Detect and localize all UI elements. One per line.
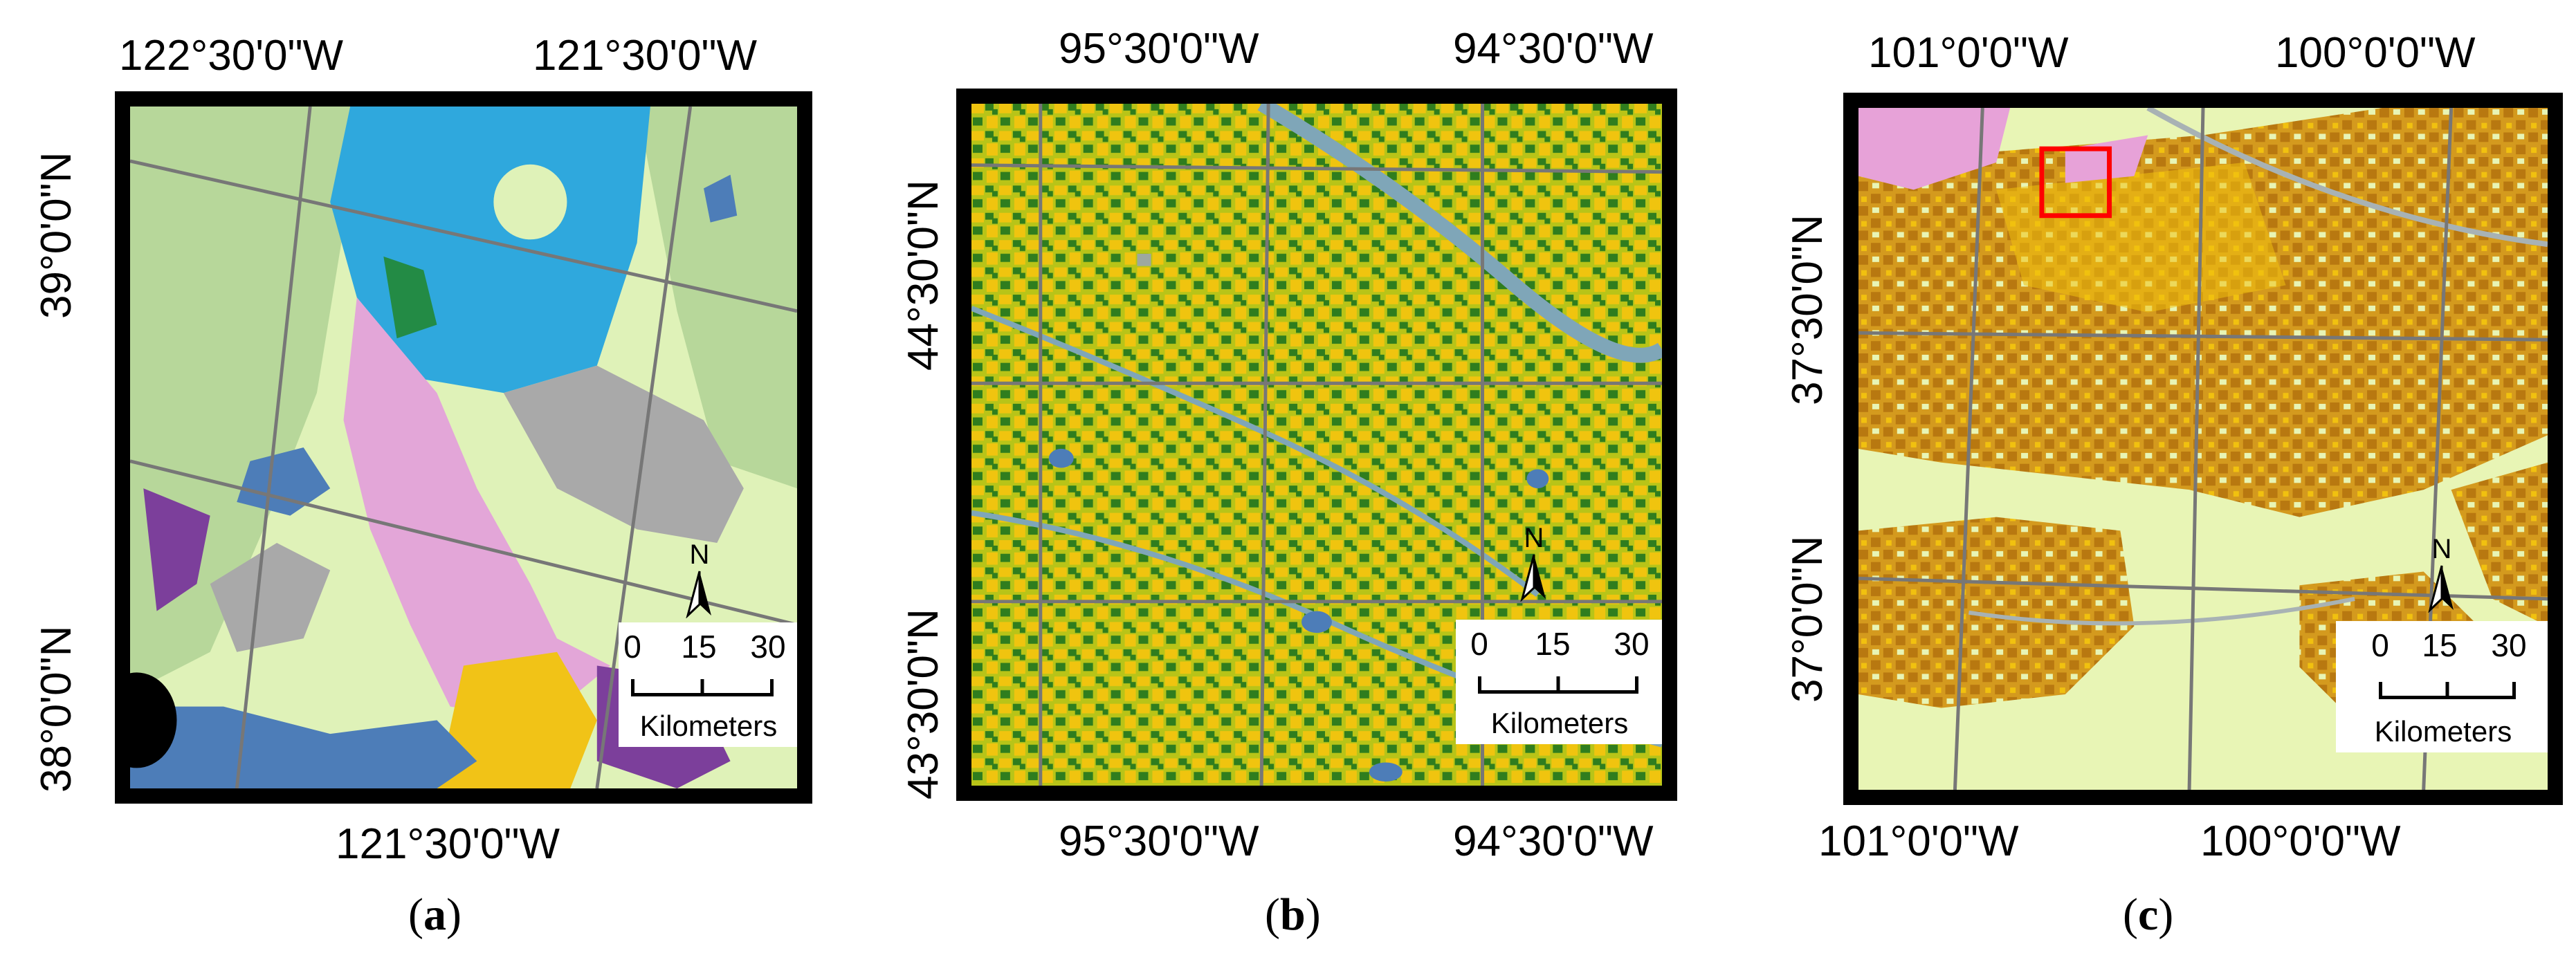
north-arrow-icon [686, 571, 711, 618]
scale-tick-label: 30 [750, 629, 786, 665]
north-arrow-icon [1520, 554, 1546, 602]
land-cover-map: N 0 15 30 Kilometers [115, 91, 812, 804]
top-longitude-label: 122°30'0"W [119, 32, 344, 80]
scale-unit: Kilometers [1490, 707, 1629, 739]
left-latitude-label: 37°30'0"N [1784, 214, 1831, 405]
left-latitude-label: 44°30'0"N [899, 180, 947, 371]
top-longitude-label: 95°30'0"W [1059, 25, 1259, 73]
left-latitude-label: 37°0'0"N [1784, 535, 1831, 703]
panel-caption: (c) [2123, 889, 2174, 940]
panel-c: 101°0'0"W 100°0'0"W 37°30'0"N 37°0'0"N [1702, 0, 2576, 962]
map-raster [130, 107, 797, 788]
bottom-longitude-label: 101°0'0"W [1818, 817, 2019, 865]
land-cover-map: N 0 15 30 Kilometers [1843, 93, 2563, 805]
bottom-longitude-label: 121°30'0"W [336, 820, 560, 868]
top-longitude-label: 121°30'0"W [533, 32, 758, 80]
top-longitude-label: 101°0'0"W [1868, 29, 2069, 77]
scale-bar: 0 15 30 Kilometers [1456, 620, 1662, 744]
bottom-longitude-label: 95°30'0"W [1059, 817, 1259, 865]
north-arrow: N [2426, 534, 2458, 613]
north-arrow-icon [2428, 565, 2454, 613]
scale-tick-label: 15 [681, 629, 717, 665]
panel-b: 95°30'0"W 94°30'0"W 44°30'0"N 43°30'0"N [830, 0, 1702, 962]
scale-tick-label: 0 [2371, 627, 2389, 663]
top-longitude-label: 94°30'0"W [1453, 25, 1654, 73]
land-cover-map: N 0 15 30 Kilometers [956, 89, 1677, 801]
study-area-box [2039, 146, 2112, 219]
scale-unit: Kilometers [639, 710, 778, 742]
panel-caption: (a) [408, 889, 462, 940]
top-longitude-label: 100°0'0"W [2275, 29, 2476, 77]
north-arrow: N [684, 539, 715, 618]
north-arrow: N [1518, 523, 1550, 602]
panel-caption: (b) [1265, 889, 1321, 940]
scale-tick-label: 0 [623, 629, 641, 665]
left-latitude-label: 38°0'0"N [33, 625, 80, 793]
scale-bar: 0 15 30 Kilometers [619, 622, 797, 747]
scale-tick-label: 0 [1470, 626, 1488, 662]
scale-tick-label: 15 [2422, 627, 2458, 663]
scale-tick-label: 30 [1614, 626, 1650, 662]
scale-tick-label: 15 [1535, 626, 1571, 662]
bottom-longitude-label: 100°0'0"W [2200, 817, 2401, 865]
scale-bar: 0 15 30 Kilometers [2336, 621, 2548, 752]
bottom-longitude-label: 94°30'0"W [1453, 817, 1654, 865]
left-latitude-label: 43°30'0"N [899, 609, 947, 799]
panel-a: 122°30'0"W 121°30'0"W 39°0'0"N 38°0'0"N [0, 0, 830, 962]
scale-tick-label: 30 [2491, 627, 2527, 663]
scale-unit: Kilometers [2374, 715, 2512, 748]
left-latitude-label: 39°0'0"N [33, 151, 80, 319]
